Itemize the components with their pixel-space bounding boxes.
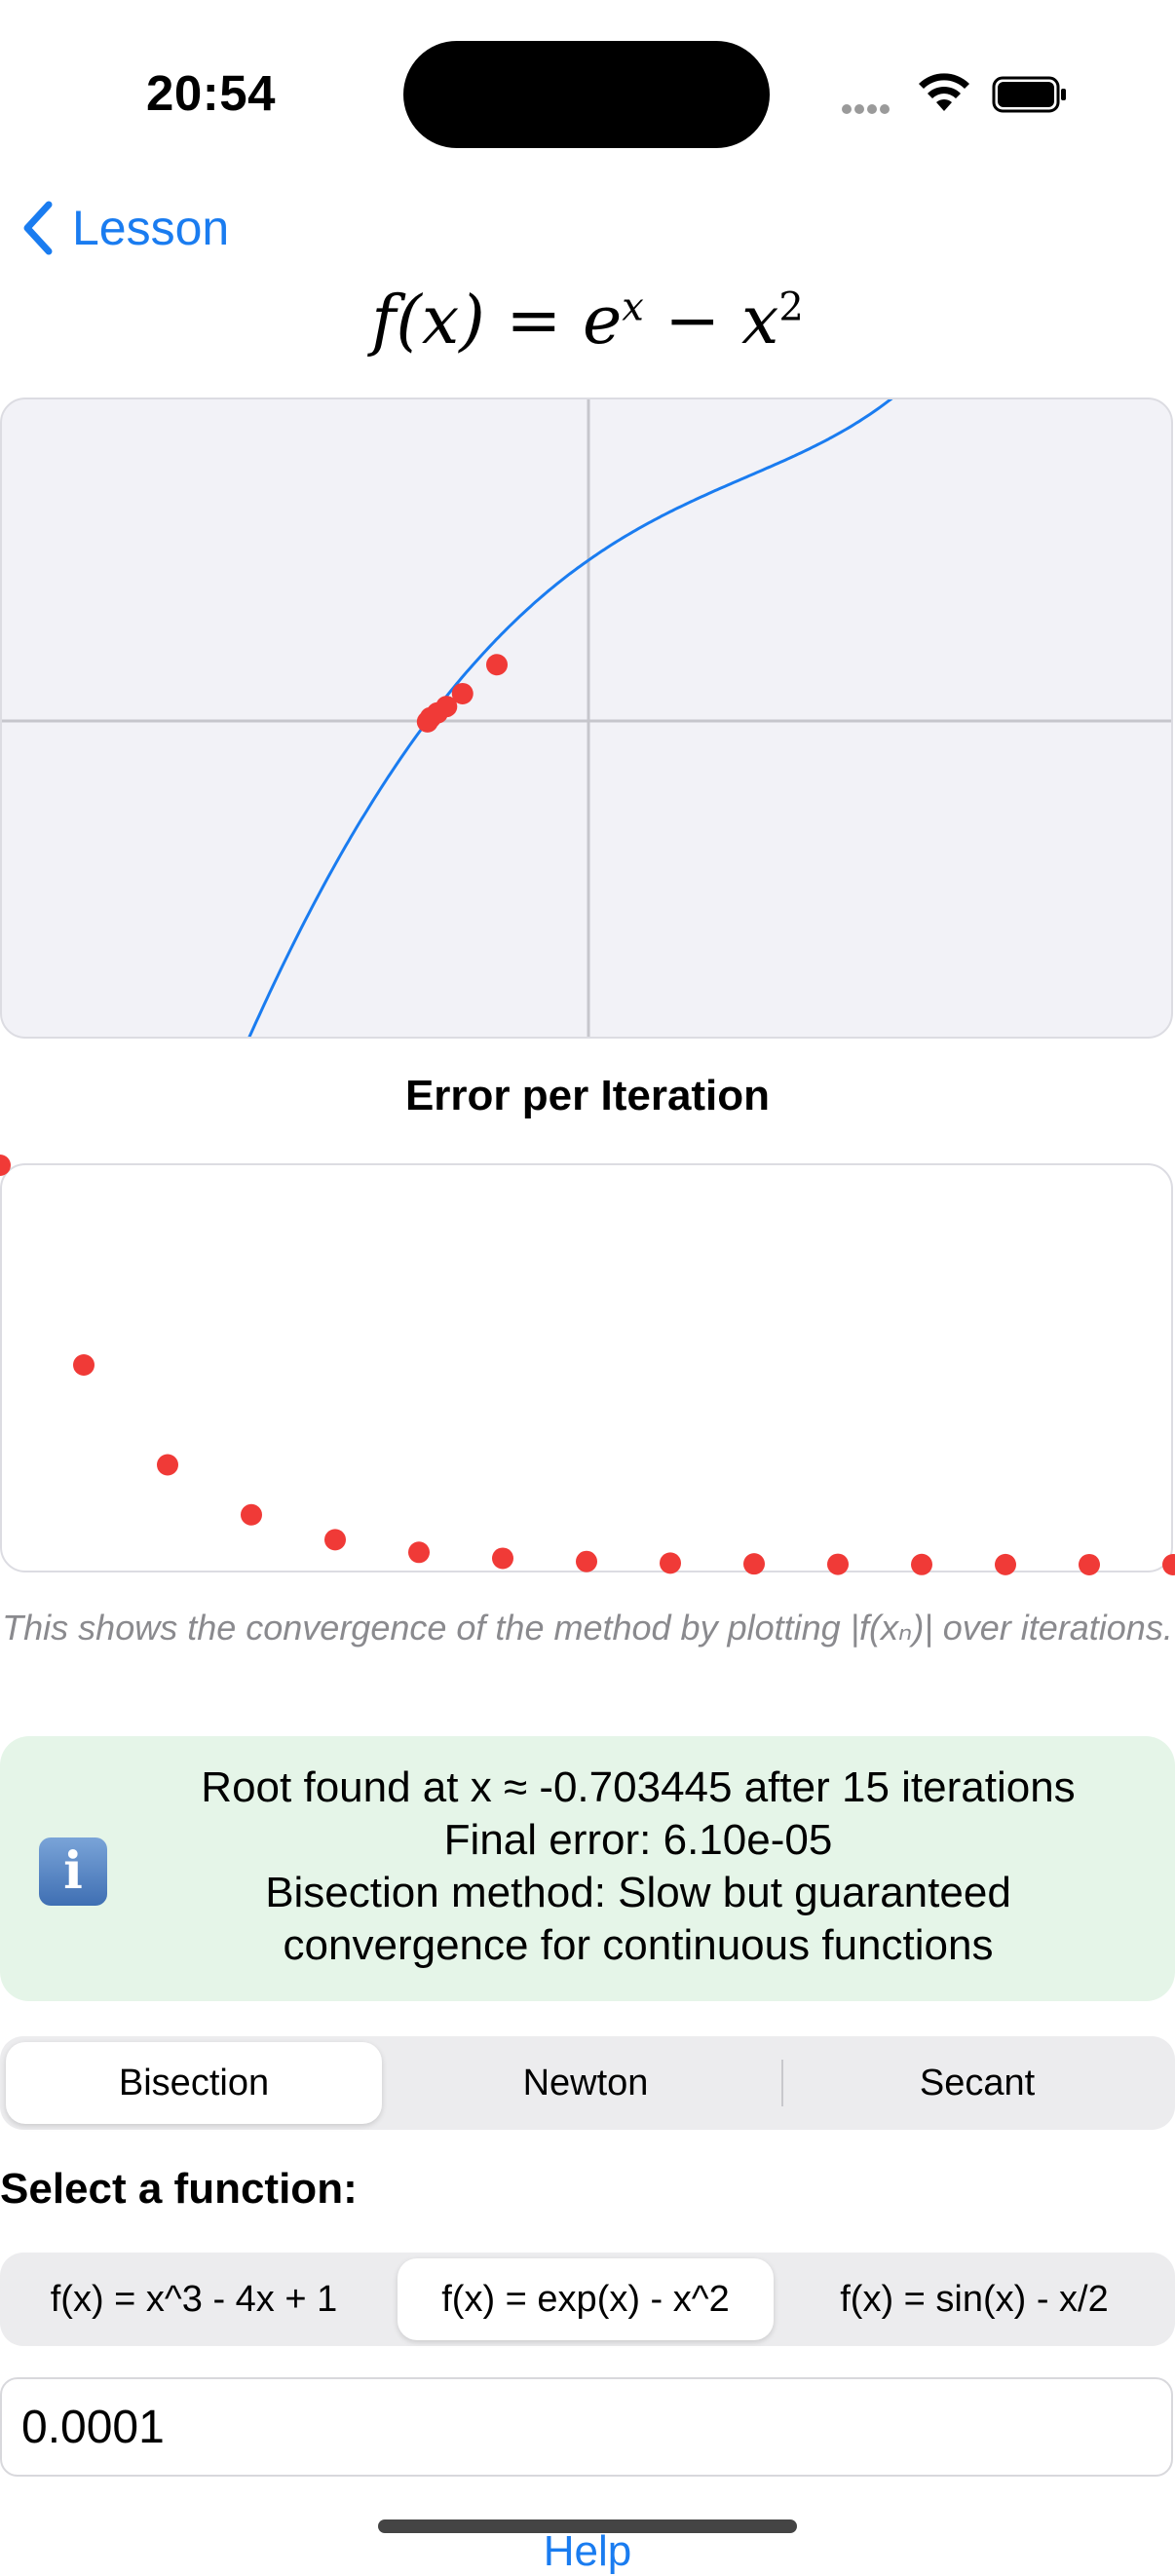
home-indicator[interactable] (378, 2519, 797, 2533)
error-point-14 (1162, 1553, 1175, 1575)
function-select-label: Select a function: (0, 2165, 358, 2213)
segment-divider (781, 2060, 783, 2106)
function-option-sin[interactable]: f(x) = sin(x) - x/2 (840, 2278, 1109, 2320)
error-point-8 (660, 1552, 681, 1574)
dynamic-island (403, 41, 770, 148)
function-option-exp[interactable]: f(x) = exp(x) - x^2 (398, 2258, 774, 2340)
error-point-4 (324, 1529, 346, 1551)
tolerance-input[interactable] (0, 2377, 1173, 2477)
error-point-3 (241, 1503, 262, 1526)
battery-icon (992, 76, 1066, 113)
iterate-points (416, 654, 508, 733)
wifi-icon (919, 73, 969, 111)
function-option-cubic[interactable]: f(x) = x^3 - 4x + 1 (50, 2278, 338, 2320)
back-button[interactable]: Lesson (21, 195, 229, 261)
error-chart-caption: This shows the convergence of the method… (2, 1608, 1173, 1648)
iterate-point-4 (451, 682, 474, 704)
function-segmented-control[interactable]: f(x) = x^3 - 4x + 1 f(x) = exp(x) - x^2 … (0, 2253, 1175, 2346)
result-info-box (0, 1736, 1175, 2001)
method-option-bisection[interactable]: Bisection (6, 2042, 382, 2124)
method-segmented-control[interactable]: Bisection Newton Secant (0, 2036, 1175, 2130)
error-point-2 (157, 1454, 178, 1476)
function-formula: f(x) = ex − x2 (371, 283, 804, 360)
method-line: Bisection method: Slow but guaranteed (265, 1869, 1011, 1916)
method-option-secant[interactable]: Secant (919, 2062, 1036, 2103)
error-point-5 (408, 1541, 430, 1564)
error-point-1 (73, 1354, 95, 1376)
status-time: 20:54 (146, 65, 276, 121)
error-point-12 (995, 1553, 1016, 1575)
error-point-9 (743, 1553, 765, 1575)
iterate-point-5 (486, 654, 508, 676)
error-point-10 (827, 1553, 849, 1575)
back-label: Lesson (72, 201, 230, 255)
error-point-0 (0, 1155, 11, 1176)
error-chart-title: Error per Iteration (404, 1072, 771, 1119)
error-chart-marks (0, 1155, 1175, 1575)
iterate-point-3 (436, 696, 458, 718)
error-point-11 (911, 1553, 932, 1575)
function-plot[interactable] (0, 398, 1173, 1039)
function-curve (247, 399, 893, 1037)
result-line: Root found at x ≈ -0.703445 after 15 ite… (201, 1763, 1076, 1811)
error-point-6 (492, 1547, 513, 1570)
error-line: Final error: 6.10e-05 (443, 1816, 833, 1864)
cellular-signal-icon (842, 101, 892, 119)
method-line-2: convergence for continuous functions (283, 1921, 994, 1969)
result-info-text: Root found at x ≈ -0.703445 after 15 ite… (136, 1762, 1140, 1972)
info-icon: i (39, 1837, 107, 1906)
error-point-13 (1079, 1553, 1100, 1575)
error-point-7 (576, 1550, 597, 1572)
error-chart[interactable] (0, 1163, 1173, 1572)
method-option-newton[interactable]: Newton (522, 2062, 649, 2103)
help-button[interactable]: Help (543, 2527, 632, 2575)
chevron-left-icon (23, 201, 53, 255)
